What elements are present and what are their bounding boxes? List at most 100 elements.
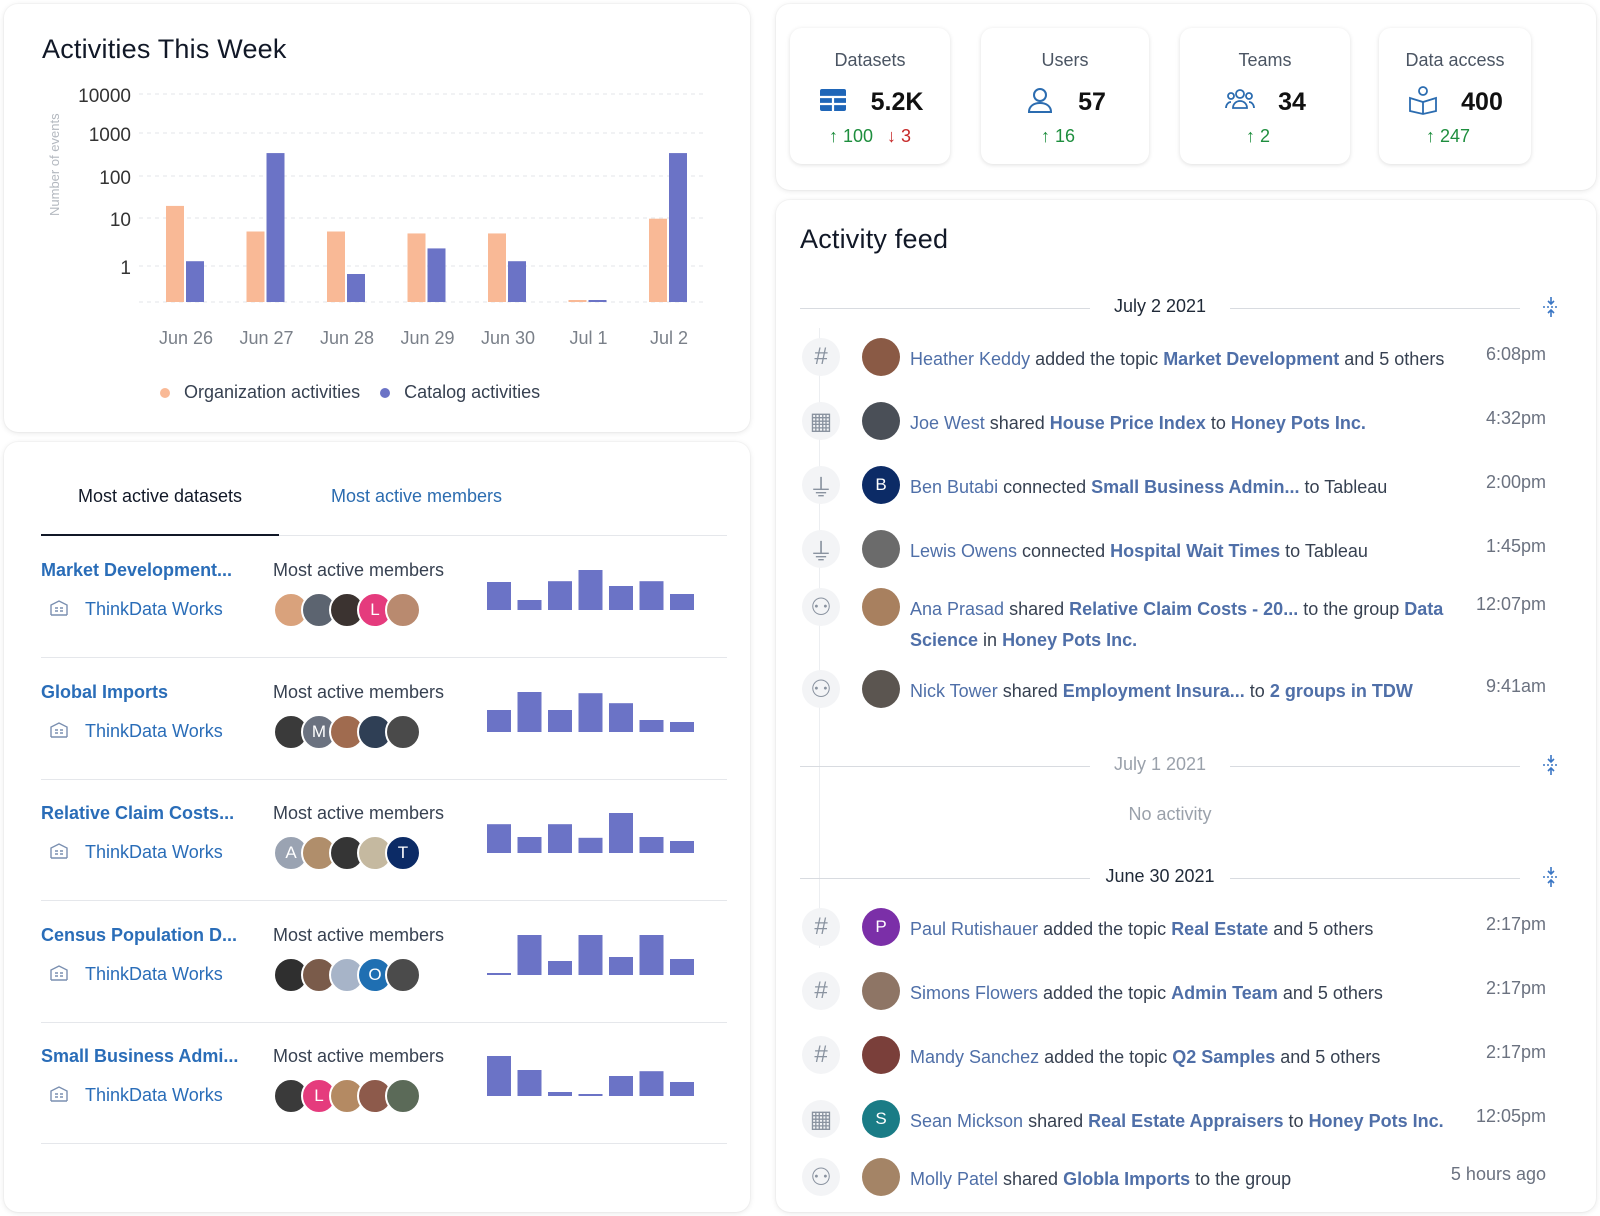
member-avatars: O [273,956,421,993]
y-tick-label: 1000 [89,125,131,146]
entity-link[interactable]: Q2 Samples [1172,1047,1276,1067]
entity-link[interactable]: Real Estate Appraisers [1088,1111,1284,1131]
user-link[interactable]: Ana Prasad [910,599,1005,619]
catalog-activity-bar[interactable] [588,300,607,302]
sparkline-bar [639,581,664,610]
sparkline-bar [578,570,603,610]
legend-organization-activities[interactable]: Organization activities [160,382,360,403]
org-activity-bar[interactable] [327,231,345,303]
group-icon: ⚇ [802,1158,840,1196]
user-link[interactable]: Sean Mickson [910,1111,1024,1131]
stat-card-data-access[interactable]: Data access 400 ↑ 247 [1379,28,1531,164]
dataset-org-link[interactable]: ThinkData Works [49,598,223,621]
avatar[interactable] [385,1078,421,1114]
sparkline-bar [609,702,633,732]
user-link[interactable]: Ben Butabi [910,477,999,497]
dataset-name-link[interactable]: Relative Claim Costs... [41,803,235,823]
feed-text: and 5 others [1275,1047,1381,1067]
org-activity-bar[interactable] [166,205,184,302]
catalog-activity-bar[interactable] [186,261,204,302]
user-link[interactable]: Joe West [910,413,985,433]
org-activity-bar[interactable] [246,231,265,303]
avatar[interactable] [385,592,421,628]
user-link[interactable]: Lewis Owens [910,541,1018,561]
feed-item: ⚇ Molly Patel shared Globla Imports to th… [800,1154,1560,1202]
increase-count: ↑ 100 [828,126,874,146]
avatar[interactable]: T [385,835,421,871]
avatar[interactable] [862,530,900,568]
avatar[interactable] [385,956,421,993]
collapse-icon[interactable] [1542,754,1560,776]
stat-card-users[interactable]: Users 57 ↑ 16 [981,28,1149,164]
avatar[interactable] [862,588,900,626]
avatar[interactable] [385,713,421,750]
entity-link[interactable]: Relative Claim Costs - 20... [1069,599,1299,619]
entity-link[interactable]: Employment Insura... [1062,681,1245,701]
catalog-activity-bar[interactable] [427,248,446,302]
avatar[interactable] [862,338,900,376]
sparkline-bar [517,691,542,732]
entity-link[interactable]: Data Science [910,599,1444,650]
user-link[interactable]: Nick Tower [910,681,998,701]
avatar[interactable] [862,670,900,708]
feed-item-time: 2:00pm [1485,472,1546,492]
entity-link[interactable]: Small Business Admin... [1091,477,1300,497]
collapse-icon[interactable] [1542,296,1560,318]
entity-link[interactable]: Honey Pots Inc. [1230,413,1366,433]
catalog-activity-bar[interactable] [347,274,365,302]
entity-link[interactable]: House Price Index [1049,413,1206,433]
dataset-org-link[interactable]: ThinkData Works [49,841,223,864]
hashtag-icon: # [802,972,840,1010]
dataset-name-link[interactable]: Small Business Admi... [41,1046,239,1066]
stat-card-datasets[interactable]: Datasets 5.2K ↑ 100 ↓ 3 [790,28,950,164]
avatar[interactable]: P [862,908,900,946]
catalog-activity-bar[interactable] [266,153,285,302]
dataset-org-link[interactable]: ThinkData Works [49,720,223,743]
collapse-icon[interactable] [1542,866,1560,888]
user-link[interactable]: Simons Flowers [910,983,1039,1003]
tab-most-active-members[interactable]: Most active members [331,486,503,506]
avatar[interactable]: B [862,466,900,504]
entity-link[interactable]: 2 groups in TDW [1269,681,1413,701]
dataset-name-link[interactable]: Global Imports [41,681,169,702]
org-activity-bar[interactable] [649,218,667,302]
entity-link[interactable]: Admin Team [1171,983,1278,1003]
entity-link[interactable]: Honey Pots Inc. [1308,1111,1444,1131]
avatar[interactable] [862,1036,900,1074]
user-link[interactable]: Paul Rutishauer [910,919,1039,939]
feed-text: to Tableau [1280,541,1368,561]
dataset-org-link[interactable]: ThinkData Works [49,1084,223,1107]
avatar[interactable] [862,972,900,1010]
feed-item-time: 1:45pm [1485,536,1546,556]
org-activity-bar[interactable] [407,233,426,302]
tab-most-active-datasets[interactable]: Most active datasets [41,486,279,536]
entity-link[interactable]: Globla Imports [1063,1169,1191,1189]
open-book-icon [1407,84,1461,121]
entity-link[interactable]: Hospital Wait Times [1110,541,1281,561]
user-link[interactable]: Mandy Sanchez [910,1047,1040,1067]
y-tick-label: 10 [110,210,131,231]
catalog-activity-bar[interactable] [508,261,526,302]
dataset-name-link[interactable]: Market Development... [41,560,233,580]
day-header: July 1 2021 [800,754,1560,778]
catalog-activity-bar[interactable] [669,153,687,302]
increase-count: ↑ 2 [1245,126,1270,146]
day-header: July 2 2021 [800,296,1560,320]
feed-text: and 5 others [1339,349,1445,369]
hashtag-icon: # [802,908,840,946]
legend-catalog-activities[interactable]: Catalog activities [380,382,540,403]
user-link[interactable]: Heather Keddy [910,349,1031,369]
feed-item-text: Molly Patel shared Globla Imports to the… [910,1164,1470,1195]
avatar[interactable] [862,1158,900,1196]
user-link[interactable]: Molly Patel [910,1169,999,1189]
avatar[interactable]: S [862,1100,900,1138]
stat-card-teams[interactable]: Teams 34 ↑ 2 [1180,28,1350,164]
entity-link[interactable]: Honey Pots Inc. [1002,630,1138,650]
avatar[interactable] [862,402,900,440]
org-activity-bar[interactable] [488,233,506,302]
entity-link[interactable]: Market Development [1163,349,1340,369]
dataset-name-link[interactable]: Census Population D... [41,924,238,945]
org-activity-bar[interactable] [568,300,587,302]
dataset-org-link[interactable]: ThinkData Works [49,963,223,986]
entity-link[interactable]: Real Estate [1171,919,1269,939]
